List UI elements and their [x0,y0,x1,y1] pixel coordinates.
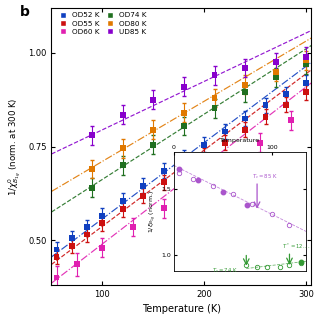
Point [90,185,95,190]
Point [131,224,136,229]
Point [243,65,248,70]
Point [84,232,90,237]
Point [273,60,278,65]
Point [161,180,166,185]
Point [69,236,74,241]
Point [243,127,248,132]
Point [273,75,278,80]
Point [120,207,125,212]
Point [54,275,59,280]
Point [304,58,309,63]
Point [283,102,288,107]
Point [181,155,187,160]
Point [90,166,95,172]
Point [161,206,166,211]
Point [222,129,227,134]
Point [283,92,288,97]
Point [100,221,105,226]
Point [243,82,248,87]
Point [181,166,187,172]
Point [140,193,146,198]
Point [120,146,125,151]
Point [263,114,268,119]
Point [161,168,166,173]
Point [54,247,59,252]
Point [151,127,156,132]
Point [192,186,197,191]
Point [243,116,248,121]
Point [181,84,187,89]
Point [304,62,309,67]
Point [212,95,217,100]
Legend: OD52 K, OD55 K, OD60 K, OD74 K, OD80 K, UD85 K: OD52 K, OD55 K, OD60 K, OD74 K, OD80 K, … [53,10,150,38]
Point [140,183,146,188]
Point [202,153,207,158]
Point [100,245,105,250]
Point [222,166,227,172]
Point [212,73,217,78]
Point [54,254,59,260]
Point [288,118,293,123]
Point [120,163,125,168]
Point [151,142,156,147]
Point [181,110,187,116]
Point [74,262,79,267]
Point [273,69,278,74]
Y-axis label: $1/\chi^0_{B_{1g}}$ (norm. at 300 K): $1/\chi^0_{B_{1g}}$ (norm. at 300 K) [5,97,22,196]
Point [181,124,187,129]
X-axis label: Temperature (K): Temperature (K) [142,304,221,315]
Point [243,90,248,95]
Point [212,106,217,111]
Point [263,103,268,108]
Point [100,213,105,218]
Point [258,140,263,145]
Point [222,140,227,145]
Text: b: b [20,5,30,19]
Point [304,54,309,59]
Point [84,224,90,229]
Point [151,97,156,102]
Point [202,142,207,147]
Point [90,133,95,138]
Point [120,112,125,117]
Point [120,198,125,204]
Point [304,90,309,95]
Point [69,243,74,248]
Point [304,80,309,85]
